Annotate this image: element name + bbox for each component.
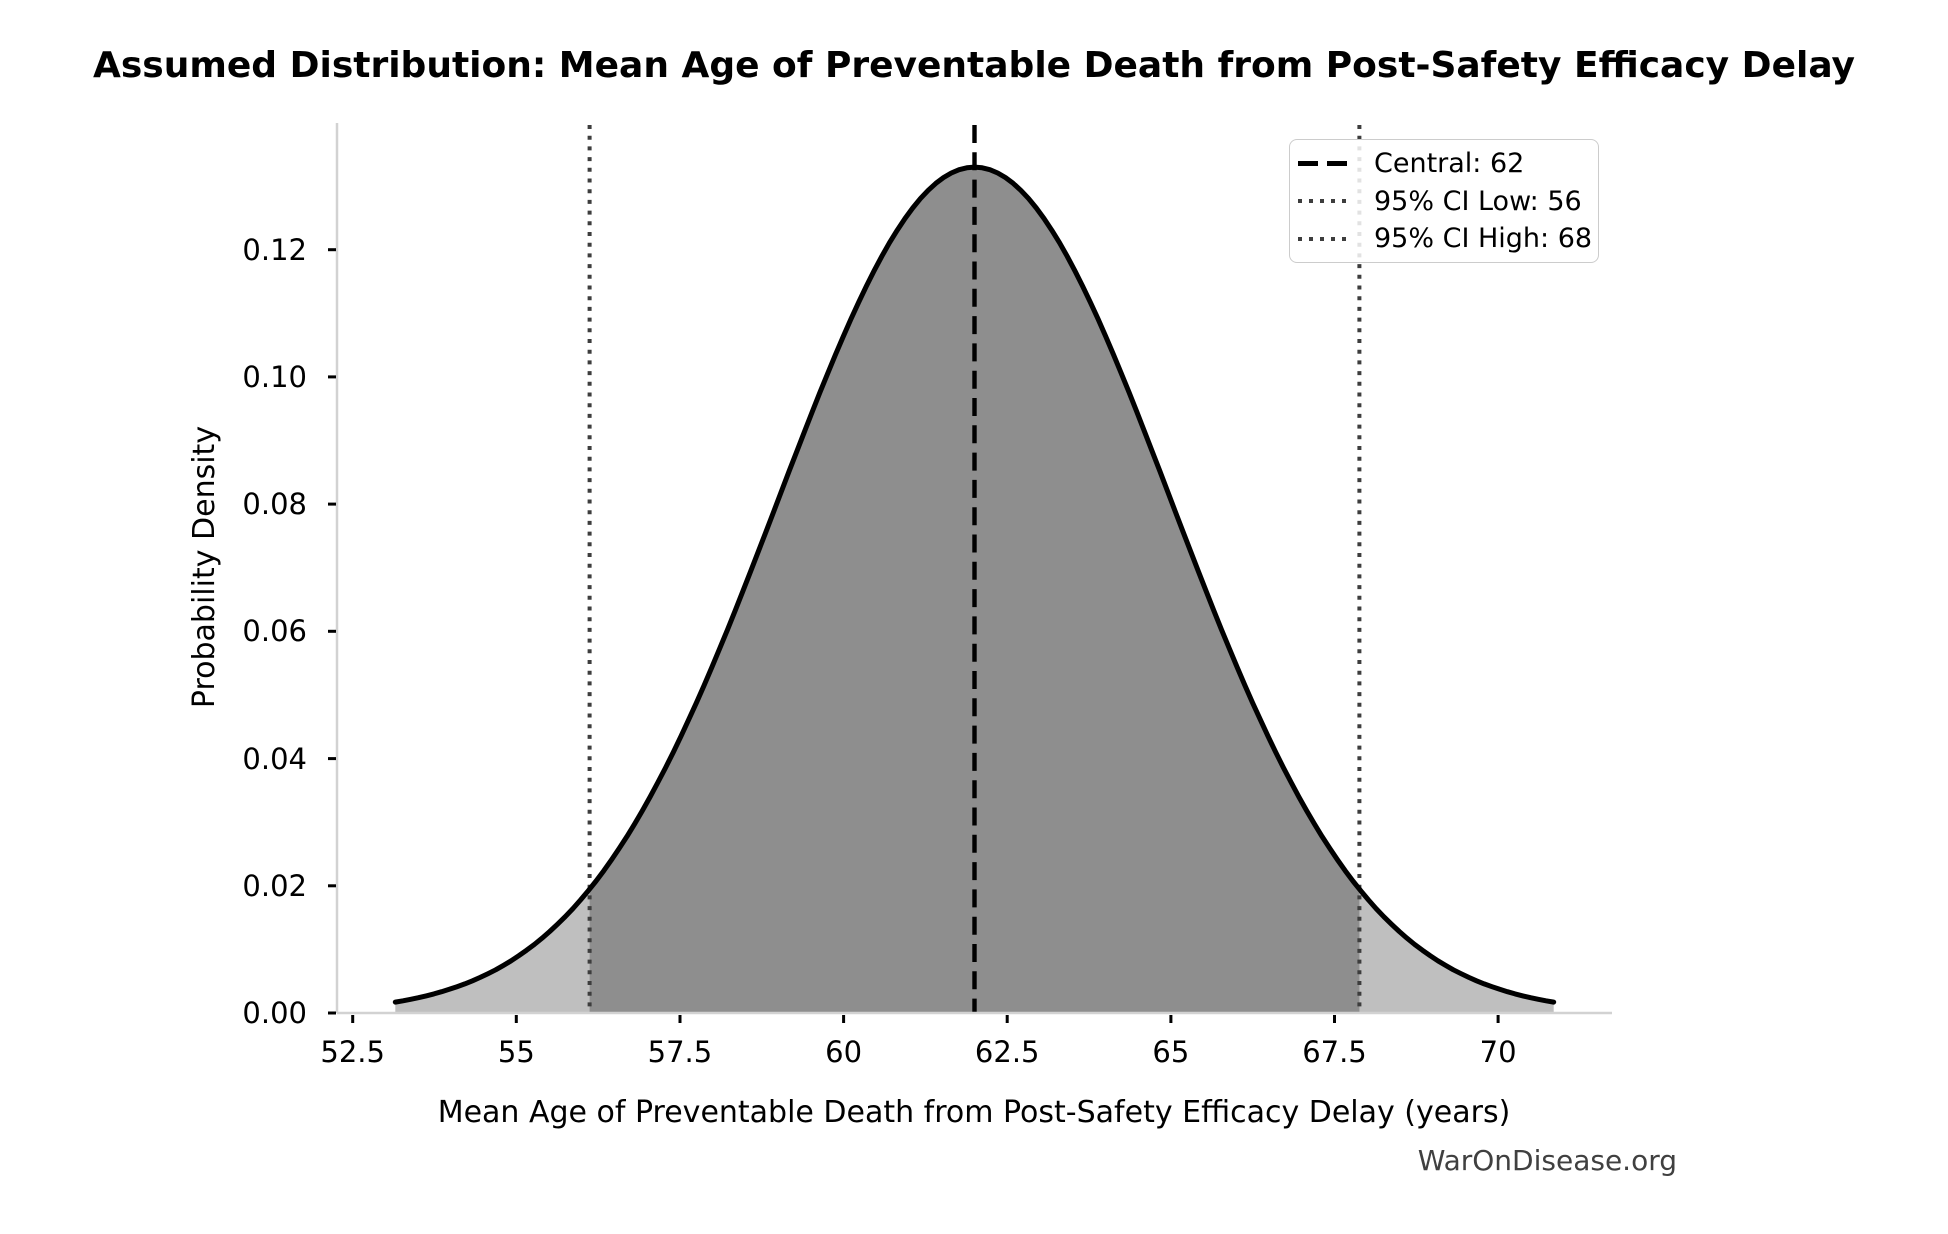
- y-tick-label: 0.10: [242, 359, 307, 394]
- x-tick-label: 70: [1479, 1035, 1517, 1069]
- pdf-curve: [392, 164, 1557, 1005]
- legend-item-ci-high: 95% CI High: 68: [1298, 221, 1593, 257]
- x-tick-label: 65: [1152, 1035, 1190, 1069]
- y-tick-label: 0.02: [242, 868, 307, 903]
- dotted-line-swatch-icon: [1298, 199, 1348, 203]
- legend: Central: 62 95% CI Low: 56 95% CI High: …: [1289, 139, 1599, 263]
- legend-item-ci-low: 95% CI Low: 56: [1298, 183, 1590, 219]
- y-tick-label: 0.04: [242, 741, 307, 776]
- legend-label: 95% CI High: 68: [1374, 223, 1593, 254]
- watermark: WarOnDisease.org: [1417, 1144, 1677, 1177]
- y-axis-label: Probability Density: [187, 425, 222, 709]
- x-tick-label: 60: [825, 1035, 863, 1069]
- legend-item-central: Central: 62: [1298, 146, 1590, 182]
- dashed-line-swatch-icon: [1298, 161, 1348, 166]
- legend-label: 95% CI Low: 56: [1374, 185, 1582, 217]
- x-tick-label: 52.5: [320, 1035, 385, 1069]
- y-tick-label: 0.12: [242, 232, 307, 267]
- dotted-line-swatch-icon: [1298, 236, 1348, 241]
- x-tick-label: 62.5: [974, 1035, 1040, 1069]
- y-tick-label: 0.08: [242, 487, 307, 522]
- x-tick-label: 57.5: [647, 1035, 713, 1069]
- legend-label: Central: 62: [1374, 148, 1525, 179]
- y-tick-label: 0.06: [242, 614, 307, 649]
- x-tick-label: 67.5: [1302, 1035, 1367, 1069]
- x-axis-label: Mean Age of Preventable Death from Post-…: [437, 1095, 1511, 1130]
- y-tick-label: 0.00: [242, 996, 307, 1030]
- x-tick-label: 55: [497, 1035, 535, 1069]
- chart-title: Assumed Distribution: Mean Age of Preven…: [93, 45, 1855, 86]
